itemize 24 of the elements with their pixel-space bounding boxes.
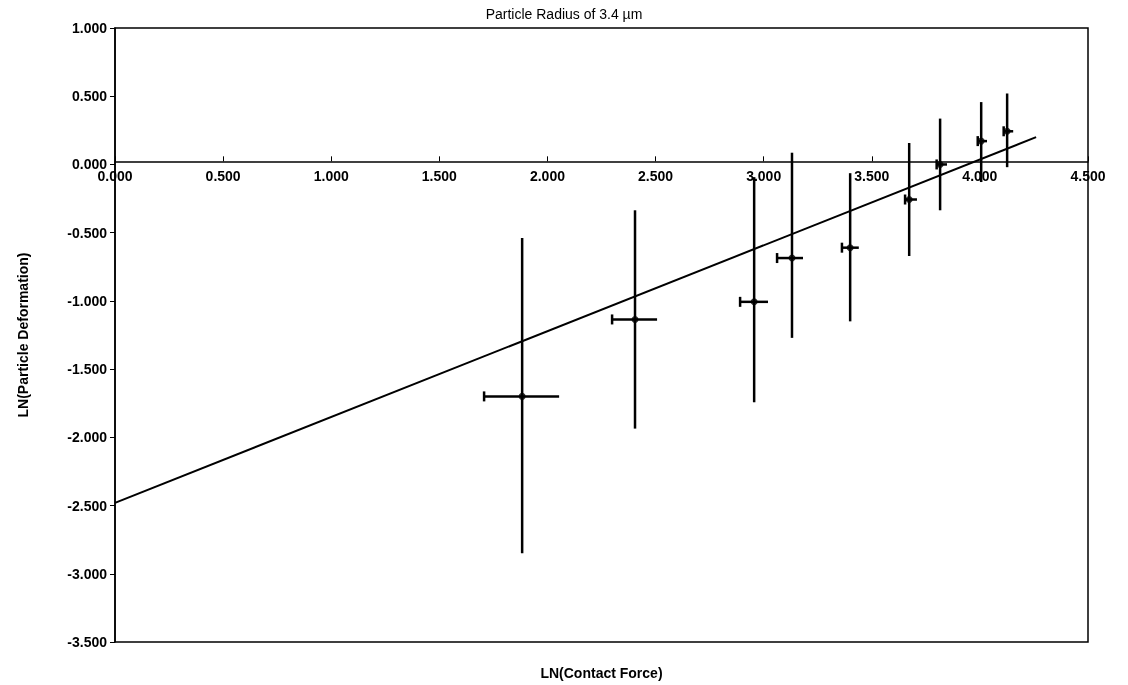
y-tick-label: 0.500 (71, 88, 108, 105)
point (750, 298, 758, 306)
y-tick-label: -3.000 (67, 565, 108, 582)
point (905, 196, 913, 204)
x-tick-label: 3.000 (746, 168, 782, 185)
x-tick-label: 1.000 (313, 168, 349, 185)
y-tick-label: -3.500 (67, 634, 108, 650)
x-tick-label: 0.500 (205, 168, 241, 185)
x-tick-label: 1.500 (421, 168, 458, 185)
y-tick-label: -2.000 (67, 429, 108, 446)
point (631, 315, 639, 323)
y-tick-label: 1.000 (71, 20, 108, 36)
x-tick-label: 3.500 (854, 168, 890, 185)
point (518, 392, 526, 400)
y-axis-title: LN(Particle Deformation) (15, 252, 31, 418)
x-tick-label: 2.000 (529, 168, 566, 185)
x-tick-label: 2.500 (638, 168, 674, 185)
y-tick-label: -1.000 (67, 292, 108, 309)
chart-title: Particle Radius of 3.4 µm (485, 6, 643, 22)
y-tick-label: -2.500 (67, 497, 108, 514)
y-tick-label: -1.500 (67, 361, 108, 378)
x-axis-title: LN(Contact Force) (540, 665, 663, 681)
y-tick-label: -0.500 (67, 224, 108, 241)
point (846, 244, 854, 252)
